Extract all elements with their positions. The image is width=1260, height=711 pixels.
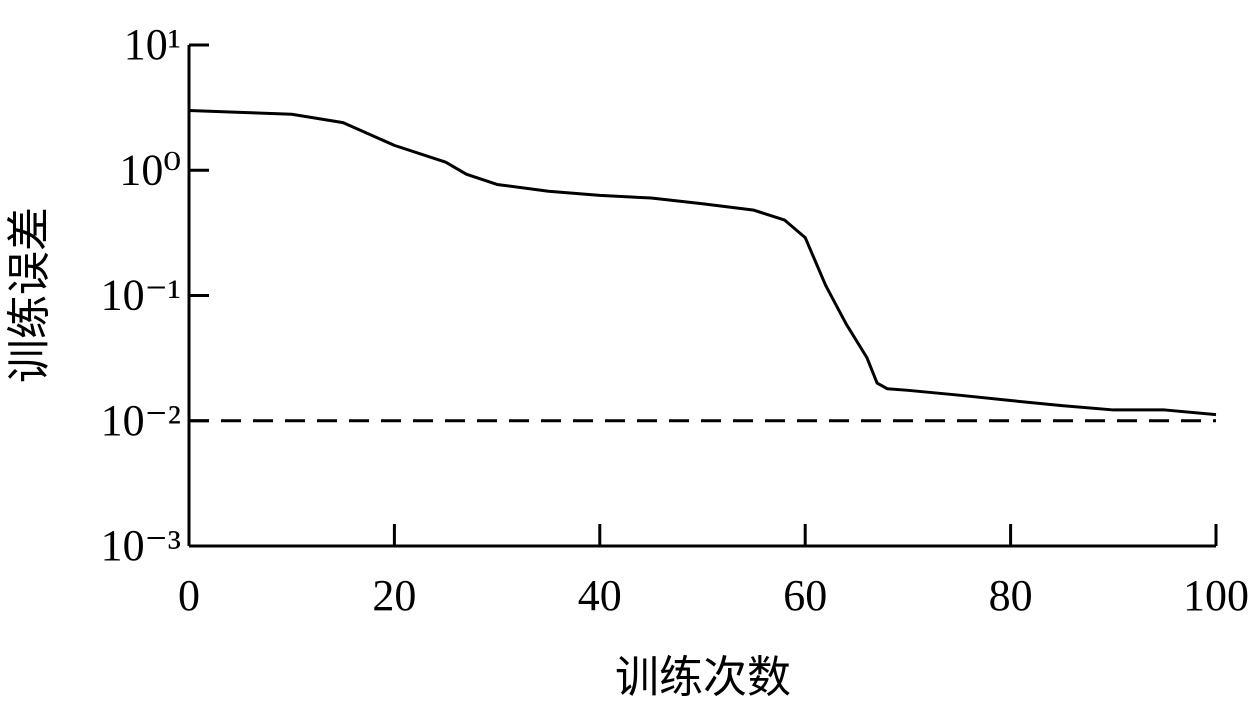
x-tick-label: 100 [1183, 571, 1249, 620]
x-tick-label: 40 [578, 571, 622, 620]
x-axis-label: 训练次数 [615, 653, 791, 702]
x-tick-label: 80 [989, 571, 1033, 620]
y-tick-label: 10¹ [124, 20, 181, 69]
x-tick-label: 60 [783, 571, 827, 620]
y-tick-label: 10⁻³ [101, 521, 181, 570]
x-tick-label: 0 [178, 571, 200, 620]
y-tick-label: 10⁰ [119, 145, 181, 194]
x-tick-label: 20 [372, 571, 416, 620]
data-line [188, 108, 1217, 417]
y-axis-label: 训练误差 [5, 207, 54, 383]
y-tick-label: 10⁻² [101, 396, 181, 445]
y-tick-label: 10⁻¹ [101, 271, 181, 320]
